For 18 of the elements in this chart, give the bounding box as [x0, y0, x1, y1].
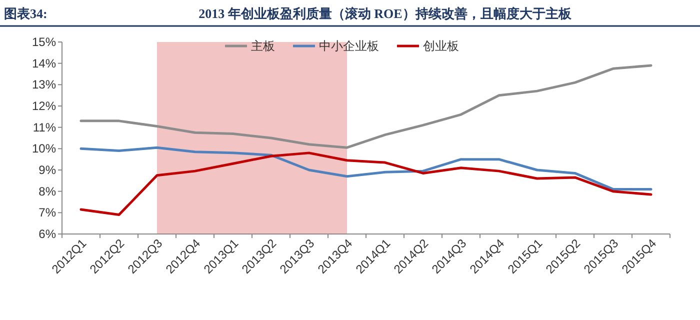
y-tick-label: 7%	[38, 206, 56, 220]
chart-subtitle: 2013 年创业板盈利质量（滚动 ROE）持续改善，且幅度大于主板	[198, 6, 572, 21]
y-tick-label: 9%	[38, 163, 56, 177]
y-tick-label: 11%	[32, 120, 56, 134]
y-tick-label: 13%	[32, 78, 56, 92]
y-tick-label: 10%	[32, 142, 56, 156]
y-tick-label: 6%	[38, 227, 56, 241]
legend-label: 创业板	[423, 39, 459, 53]
legend-label: 主板	[251, 39, 275, 53]
y-tick-label: 12%	[32, 99, 56, 113]
chart-title: 图表34:	[4, 6, 48, 21]
y-tick-label: 14%	[32, 56, 56, 70]
line-series	[80, 152, 652, 216]
line-series	[80, 64, 652, 149]
legend-label: 中小企业板	[319, 39, 379, 53]
line-series	[80, 146, 652, 190]
y-tick-label: 8%	[38, 184, 56, 198]
y-tick-label: 15%	[32, 35, 56, 49]
